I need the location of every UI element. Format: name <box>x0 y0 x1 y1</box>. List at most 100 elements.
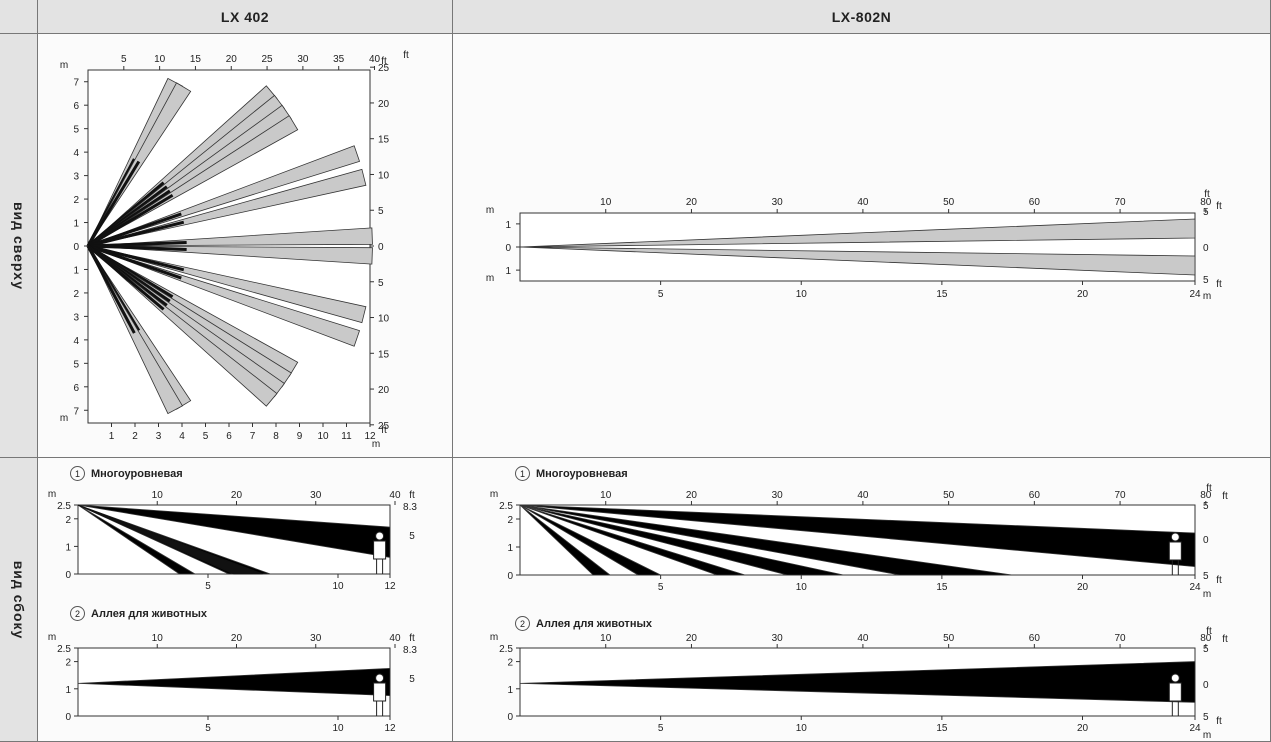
x-tick-label: 15 <box>936 289 948 300</box>
beam-upper <box>519 218 1196 248</box>
x-ft-tick-label: 40 <box>857 197 869 208</box>
x-ft-tick-label: 20 <box>231 633 243 644</box>
x-ft-tick-label: 10 <box>154 54 166 65</box>
x-ft-tick-label: 10 <box>600 490 612 501</box>
y-tick-label: 1 <box>507 543 513 554</box>
x-tick-label: 24 <box>1189 582 1201 593</box>
y-tick-label: 2 <box>65 658 71 669</box>
col-header-lx802n: LX-802N <box>453 0 1271 34</box>
x-tick-label: 12 <box>384 581 396 592</box>
x-tick-label: 8 <box>273 431 279 442</box>
top-unit-ft-label-2: ft <box>1222 491 1228 502</box>
top-unit-ft-label: ft <box>1206 483 1212 494</box>
x-tick-label: 20 <box>1077 582 1089 593</box>
beam-core-11 <box>87 244 182 280</box>
y-tick-label: 1 <box>505 266 511 277</box>
y-unit-m-label: m <box>48 632 56 643</box>
section-number-badge: 2 <box>70 606 85 621</box>
y-ft-tick-label: 15 <box>378 349 390 360</box>
beam-1 <box>519 504 1013 576</box>
y-tick-label: 7 <box>73 78 79 89</box>
y-tick-label: 4 <box>73 148 79 159</box>
person-body-icon <box>1168 682 1182 702</box>
x-ft-tick-label: 40 <box>857 490 869 501</box>
x-tick-label: 15 <box>936 582 948 593</box>
x-tick-label: 1 <box>109 431 115 442</box>
beam-core-1 <box>86 160 141 247</box>
y-ft-tick-label: 5 <box>1203 207 1209 218</box>
x-ft-tick-label: 30 <box>772 633 784 644</box>
y-unit-m-top-label: m <box>486 205 494 216</box>
x-tick-label: 10 <box>332 723 344 734</box>
section-number-badge: 1 <box>515 466 530 481</box>
x-tick-label: 3 <box>156 431 162 442</box>
section-label: Многоуровневая <box>91 467 183 480</box>
y-tick-label: 0 <box>507 571 513 582</box>
x-tick-label: 5 <box>658 582 664 593</box>
x-tick-label: 6 <box>226 431 232 442</box>
y-tick-label: 2 <box>73 289 79 300</box>
y-ft-tick-label: 0 <box>378 242 384 253</box>
x-tick-label: 5 <box>205 723 211 734</box>
x-ft-tick-label: 60 <box>1029 197 1041 208</box>
lx402-pet-title: 2 Аллея для животных <box>70 606 207 621</box>
y-ft-tick-label: 10 <box>378 314 390 325</box>
person-icon <box>373 531 387 574</box>
top-unit-ft-label: ft <box>381 56 387 67</box>
beam-2 <box>77 504 197 575</box>
y-tick-label: 1 <box>507 685 513 696</box>
top-unit-ft-label-2: ft <box>403 50 409 61</box>
y-tick-label: 2 <box>73 195 79 206</box>
col-header-lx402-text: LX 402 <box>220 8 270 25</box>
x-ft-tick-label: 25 <box>262 54 274 65</box>
section-label: Аллея для животных <box>536 617 652 630</box>
lx402-multilevel-title: 1 Многоуровневая <box>70 466 183 481</box>
y-unit-m-top-label: m <box>60 60 68 71</box>
top-unit-ft-label: ft <box>1206 626 1212 637</box>
y-ft-tick-label: 25 <box>378 63 390 74</box>
x-ft-tick-label: 80 <box>1200 490 1212 501</box>
x-ft-tick-label: 70 <box>1115 197 1127 208</box>
x-ft-tick-label: 10 <box>600 197 612 208</box>
beam-5 <box>519 504 612 576</box>
x-tick-label: 10 <box>796 289 808 300</box>
x-ft-tick-label: 20 <box>686 633 698 644</box>
y-tick-label: 2 <box>507 658 513 669</box>
y-tick-label: 5 <box>73 125 79 136</box>
person-icon <box>1168 532 1182 575</box>
y-unit-m-bottom-label: m <box>486 273 494 284</box>
top-unit-ft-label-2: ft <box>1216 201 1222 212</box>
x-ft-tick-label: 50 <box>943 490 955 501</box>
y-ft-tick-label: 20 <box>378 385 390 396</box>
beam-lower <box>519 246 1196 276</box>
x-tick-label: 12 <box>364 431 376 442</box>
x-unit-m-label: m <box>1203 589 1211 600</box>
beam-9 <box>87 245 373 265</box>
beam-group <box>86 77 373 415</box>
beam-6 <box>87 145 361 247</box>
cell-lx402-top <box>38 34 453 458</box>
x-unit-m-label: m <box>1203 730 1211 741</box>
row-header-top-view: вид сверху <box>0 34 38 458</box>
y-ft-tick-label: 5 <box>1203 275 1209 286</box>
beam-core-15 <box>87 244 165 311</box>
x-ft-tick-label: 20 <box>686 490 698 501</box>
y-tick-label: 6 <box>73 101 79 112</box>
y-ft-tick-label: 5 <box>378 278 384 289</box>
y-tick-label: 2 <box>507 515 513 526</box>
x-tick-label: 10 <box>796 582 808 593</box>
beam-4 <box>519 504 661 576</box>
beam-0 <box>77 504 391 558</box>
top-unit-ft-label-2: ft <box>1222 634 1228 645</box>
y-unit-m-bottom-label: m <box>60 413 68 424</box>
x-ft-tick-label: 40 <box>369 54 381 65</box>
x-tick-label: 4 <box>179 431 185 442</box>
y-tick-label: 0 <box>65 570 71 581</box>
x-ft-tick-label: 30 <box>310 633 322 644</box>
x-ft-tick-label: 50 <box>943 197 955 208</box>
y-ft-label: 0 <box>1203 680 1209 691</box>
x-tick-label: 7 <box>250 431 256 442</box>
y-tick-label: 0 <box>505 243 511 254</box>
top-unit-ft-label: ft <box>409 490 415 501</box>
y-ft-label: 5 <box>1203 571 1209 582</box>
